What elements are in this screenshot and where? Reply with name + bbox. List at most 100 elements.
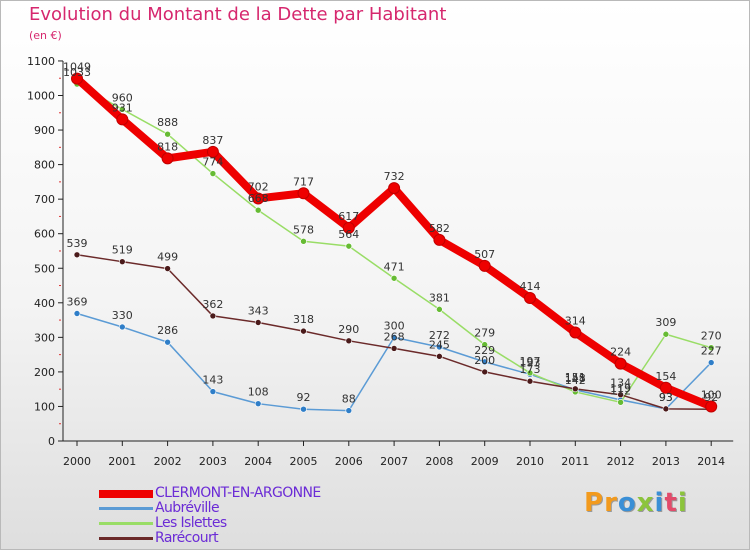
data-label: 960: [112, 91, 133, 104]
unit-label: (en €): [29, 29, 62, 42]
data-label: 142: [565, 374, 586, 387]
data-label: 717: [293, 175, 314, 188]
y-tick-label: 800: [34, 159, 55, 172]
data-label: 668: [248, 192, 269, 205]
data-label: 108: [248, 386, 269, 399]
data-point: [209, 170, 217, 177]
data-point: [252, 192, 265, 205]
data-label: 507: [474, 248, 495, 261]
x-tick-label: 2010: [516, 455, 544, 468]
legend-swatch-clermont: [99, 490, 153, 498]
y-tick-label: 600: [34, 228, 55, 241]
data-point: [345, 337, 353, 345]
x-tick-label: 2007: [380, 455, 408, 468]
data-point: [390, 334, 398, 341]
data-point: [662, 405, 670, 413]
y-tick-label: 100: [34, 400, 55, 413]
x-tick-label: 2009: [471, 455, 499, 468]
data-point: [254, 206, 262, 214]
data-label: 224: [610, 346, 631, 359]
legend-swatch-aubreville: [99, 507, 153, 510]
data-label: 193: [520, 356, 541, 369]
data-point: [73, 251, 81, 259]
legend-label-clermont: CLERMONT-EN-ARGONNE: [155, 485, 321, 501]
data-point: [436, 343, 443, 351]
data-point: [433, 233, 446, 246]
data-point: [614, 357, 627, 370]
data-point: [524, 291, 536, 304]
x-tick-label: 2012: [607, 455, 635, 468]
data-point: [254, 400, 262, 407]
data-point: [436, 306, 443, 313]
data-point: [300, 238, 307, 245]
data-label: 272: [429, 329, 450, 342]
legend-label-rarecourt: Rarécourt: [155, 530, 219, 546]
data-point: [478, 259, 491, 272]
data-label: 1049: [63, 61, 91, 74]
legend-label-aubreville: Aubréville: [155, 500, 220, 516]
x-tick-label: 2014: [697, 455, 725, 468]
x-tick-label: 2013: [652, 455, 680, 468]
x-tick-label: 2005: [290, 455, 318, 468]
data-label: 286: [157, 324, 178, 337]
data-label: 732: [384, 170, 405, 183]
x-tick-label: 2011: [561, 455, 589, 468]
data-label: 173: [520, 363, 541, 376]
data-point: [161, 152, 174, 165]
data-label: 314: [565, 315, 586, 328]
data-label: 330: [112, 309, 133, 322]
x-tick-label: 2008: [425, 455, 453, 468]
data-label: 702: [248, 180, 269, 193]
y-tick-label: 400: [34, 297, 55, 310]
data-label: 197: [520, 355, 541, 368]
data-point: [300, 405, 307, 413]
data-point: [209, 388, 217, 395]
data-label: 143: [202, 374, 223, 387]
data-point: [345, 407, 353, 414]
data-label: 119: [610, 382, 631, 395]
data-point: [390, 274, 398, 282]
data-label: 414: [520, 280, 541, 293]
y-tick-label: 0: [48, 435, 55, 448]
data-point: [526, 369, 534, 377]
data-label: 227: [701, 345, 722, 358]
data-label: 774: [202, 156, 223, 169]
data-label: 818: [157, 140, 178, 153]
data-label: 200: [474, 354, 495, 367]
data-label: 309: [655, 316, 676, 329]
data-label: 134: [610, 377, 631, 390]
data-label: 519: [112, 244, 133, 257]
data-label: 93: [659, 391, 673, 404]
data-label: 279: [474, 327, 495, 340]
data-label: 92: [704, 391, 718, 404]
data-point: [345, 242, 353, 250]
data-label: 154: [655, 370, 676, 383]
data-label: 245: [429, 338, 450, 351]
data-point: [388, 182, 401, 195]
data-label: 369: [67, 296, 88, 309]
data-label: 471: [384, 260, 405, 273]
data-label: 617: [338, 210, 359, 223]
x-tick-label: 2006: [335, 455, 363, 468]
data-label: 318: [293, 313, 314, 326]
data-point: [73, 310, 81, 317]
y-tick-label: 1100: [27, 55, 55, 68]
data-point: [206, 145, 219, 158]
data-label: 88: [342, 393, 356, 406]
x-tick-label: 2003: [199, 455, 227, 468]
data-point: [662, 330, 670, 338]
data-point: [390, 345, 398, 352]
series-layer: [71, 72, 718, 414]
data-point: [481, 368, 489, 376]
data-label: 229: [474, 344, 495, 357]
data-point: [209, 312, 217, 320]
data-label: 343: [248, 304, 269, 317]
data-labels: 1049 931 818 837 702 717 617 732 582 507 414 314 224…: [63, 61, 722, 406]
y-tick-label: 500: [34, 262, 55, 275]
data-point: [436, 353, 443, 360]
data-label: 151: [565, 371, 586, 384]
y-tick-label: 1000: [27, 90, 55, 103]
data-point: [119, 258, 126, 265]
data-label: 100: [701, 388, 722, 401]
